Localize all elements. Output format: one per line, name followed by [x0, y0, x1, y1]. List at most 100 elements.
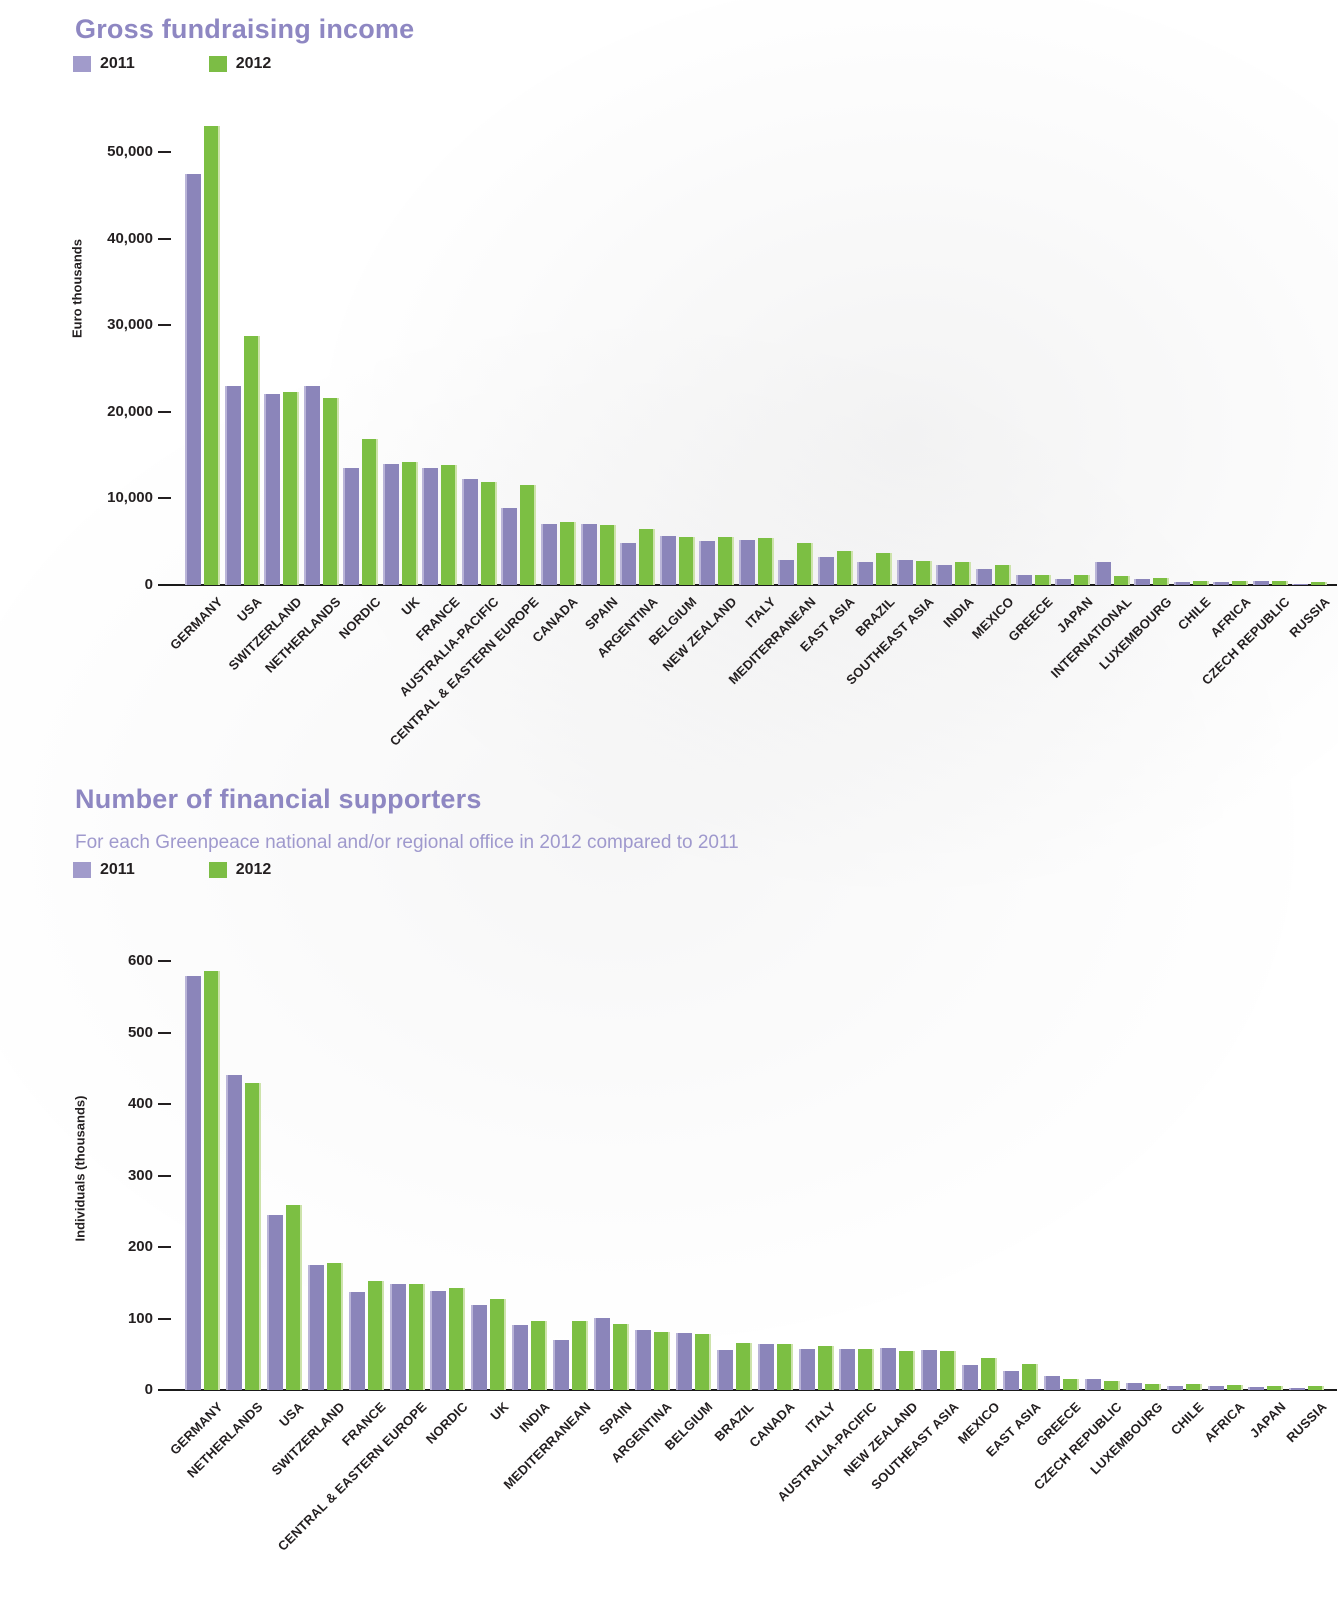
bar-2012-uk	[401, 462, 418, 585]
bar-2012-france	[441, 464, 458, 585]
bar-2012-brazil	[876, 552, 893, 585]
legend-label-2012: 2012	[235, 55, 272, 72]
bar-2011-india	[512, 1325, 529, 1390]
x-label-switzerland: SWITZERLAND	[225, 594, 305, 674]
bar-2011-chile	[1166, 1385, 1183, 1390]
y-axis-title: Individuals (thousands)	[72, 1095, 88, 1242]
x-label-nordic: NORDIC	[335, 594, 384, 642]
legend: 2011 2012	[73, 861, 331, 879]
x-label-southeast-asia: SOUTHEAST ASIA	[843, 594, 937, 688]
bar-2012-brazil	[735, 1342, 752, 1390]
x-label-czech-republic: CZECH REPUBLIC	[1199, 594, 1293, 688]
bar-2011-australia-pacific	[461, 479, 478, 585]
bar-2012-canada	[776, 1344, 793, 1390]
x-label-mediterranean: MEDITERRANEAN	[725, 594, 819, 688]
y-tick-label-0: 0	[144, 1381, 153, 1398]
bar-2011-uk	[471, 1305, 488, 1390]
bar-2011-mexico	[976, 568, 992, 585]
x-label-usa: USA	[276, 1399, 307, 1430]
y-tick-mark-600	[158, 960, 171, 963]
x-label-italy: ITALY	[802, 1399, 839, 1436]
bar-2011-international	[1094, 561, 1111, 585]
x-label-uk: UK	[487, 1399, 512, 1424]
chart-subtitle: For each Greenpeace national and/or regi…	[75, 832, 739, 853]
x-label-luxembourg: LUXEMBOURG	[1095, 594, 1175, 673]
x-label-germany: GERMANY	[166, 1399, 226, 1458]
bar-2011-germany	[185, 173, 201, 585]
bar-2012-chile	[1192, 580, 1209, 585]
bar-2011-chile	[1173, 582, 1190, 585]
bar-2011-usa	[266, 1215, 283, 1390]
x-label-luxembourg: LUXEMBOURG	[1087, 1399, 1166, 1478]
x-label-argentina: ARGENTINA	[593, 594, 661, 661]
x-label-nordic: NORDIC	[422, 1399, 471, 1447]
bar-2011-usa	[224, 385, 241, 585]
bar-2011-argentina	[620, 542, 637, 585]
y-tick-mark-30000	[158, 324, 171, 327]
y-tick-mark-40000	[158, 237, 171, 240]
x-label-brazil: BRAZIL	[852, 594, 898, 640]
bar-2012-australia-pacific	[480, 481, 497, 585]
bar-2012-france	[367, 1281, 384, 1390]
bar-2011-france	[422, 468, 439, 585]
x-label-canada: CANADA	[746, 1399, 798, 1451]
bar-2012-switzerland	[283, 391, 300, 585]
bar-2012-australia-pacific	[858, 1348, 875, 1390]
bar-2011-germany	[185, 975, 201, 1390]
x-label-spain: SPAIN	[595, 1399, 635, 1438]
x-label-greece: GREECE	[1005, 594, 1056, 645]
bar-2011-japan	[1248, 1387, 1265, 1390]
bar-2011-greece	[1043, 1376, 1060, 1390]
bar-2012-argentina	[639, 528, 656, 585]
bar-2012-luxembourg	[1144, 1384, 1161, 1390]
bar-2012-india	[955, 562, 972, 585]
x-label-belgium: BELGIUM	[661, 1399, 716, 1453]
legend-label-2011: 2011	[100, 55, 135, 72]
bar-2012-central-and-eastern-europe	[408, 1284, 425, 1390]
bar-2012-japan	[1074, 575, 1091, 585]
bar-2012-africa	[1226, 1385, 1243, 1390]
bar-2012-india	[531, 1320, 548, 1390]
bar-2011-italy	[738, 539, 755, 585]
bar-2011-italy	[798, 1349, 815, 1390]
bar-2011-east-asia	[1003, 1370, 1019, 1390]
bar-2011-mediterranean	[778, 559, 795, 585]
legend-swatch-2012	[208, 862, 227, 878]
bar-2012-mexico	[981, 1357, 998, 1390]
bar-2011-russia	[1292, 583, 1309, 585]
legend-label-2011: 2011	[100, 861, 135, 878]
x-label-east-asia: EAST ASIA	[797, 594, 858, 655]
bar-2011-central-and-eastern-europe	[501, 507, 518, 585]
y-tick-label-100: 100	[127, 1309, 153, 1327]
x-label-australia-pacific: AUSTRALIA-PACIFIC	[396, 594, 502, 700]
x-label-czech-republic: CZECH REPUBLIC	[1031, 1399, 1125, 1493]
y-tick-label-20000: 20,000	[107, 402, 153, 420]
bar-2012-chile	[1185, 1383, 1202, 1390]
bar-2011-netherlands	[225, 1075, 242, 1390]
y-tick-mark-400	[158, 1103, 171, 1106]
x-label-argentina: ARGENTINA	[608, 1399, 675, 1466]
bar-2011-new-zealand	[880, 1347, 897, 1390]
x-label-usa: USA	[234, 594, 265, 625]
x-label-japan: JAPAN	[1246, 1399, 1289, 1441]
bar-2012-southeast-asia	[915, 560, 932, 585]
legend-swatch-2011	[73, 862, 91, 878]
y-tick-mark-300	[158, 1174, 171, 1177]
x-label-new-zealand: NEW ZEALAND	[840, 1399, 921, 1480]
legend-swatch-2012	[208, 56, 227, 72]
x-label-japan: JAPAN	[1053, 594, 1096, 636]
x-label-canada: CANADA	[529, 594, 582, 646]
x-label-new-zealand: NEW ZEALAND	[659, 594, 740, 675]
bar-2011-mexico	[962, 1365, 979, 1390]
bar-2011-luxembourg	[1125, 1382, 1142, 1390]
bar-2011-belgium	[675, 1332, 692, 1390]
bar-2012-southeast-asia	[940, 1351, 957, 1390]
x-label-africa: AFRICA	[1207, 594, 1254, 641]
legend-swatch-2011	[73, 56, 91, 72]
x-label-netherlands: NETHERLANDS	[262, 594, 344, 676]
bar-2011-southeast-asia	[921, 1350, 938, 1390]
bar-2011-brazil	[716, 1350, 733, 1390]
bar-2012-new-zealand	[718, 536, 735, 585]
bar-2012-netherlands	[322, 397, 339, 585]
